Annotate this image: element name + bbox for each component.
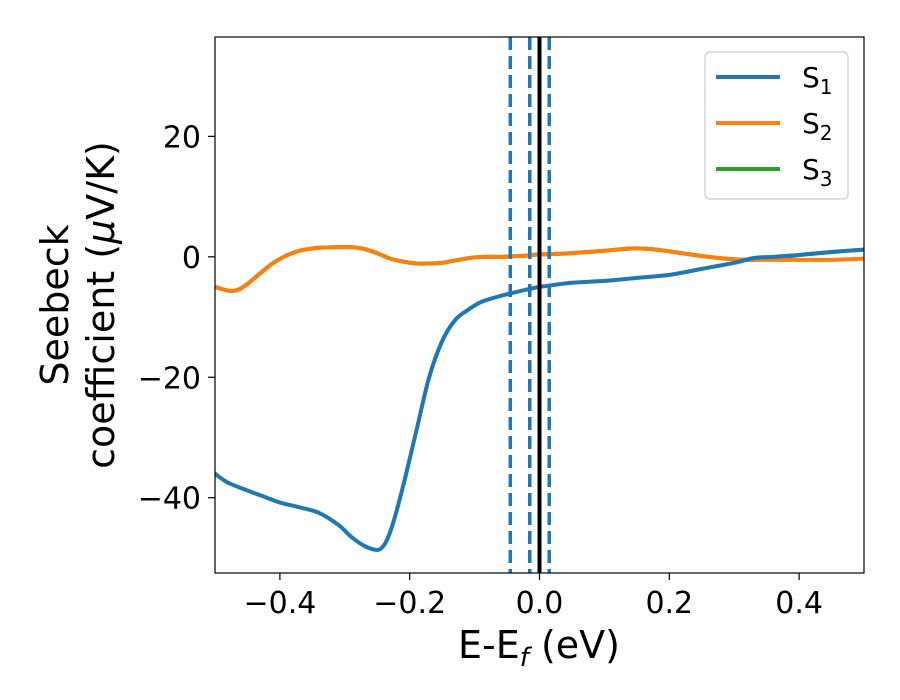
x-tick-label: −0.2 (373, 586, 446, 621)
y-axis-ticks: −40 −20 0 20 (138, 120, 215, 517)
legend-label-s1: S1 (802, 61, 833, 99)
y-axis-label-line1: Seebeck (33, 224, 77, 385)
series-lines (215, 245, 864, 552)
y-tick-label: −20 (138, 361, 201, 396)
legend-label-s3: S3 (802, 153, 833, 191)
y-tick-label: −40 (138, 482, 201, 517)
x-tick-label: 0.4 (775, 586, 823, 621)
x-tick-label: −0.4 (243, 586, 316, 621)
series-line-s2 (215, 245, 864, 293)
x-tick-label: 0.2 (645, 586, 693, 621)
legend-label-s2: S2 (802, 107, 833, 145)
y-axis-label-line2: coefficient (μV/K) (79, 141, 123, 469)
y-tick-label: 20 (163, 120, 201, 155)
y-tick-label: 0 (182, 241, 201, 276)
x-tick-label: 0.0 (516, 586, 564, 621)
series-line-s1 (215, 247, 864, 552)
legend: S1 S2 S3 (704, 51, 849, 200)
reference-lines (508, 37, 551, 573)
y-axis-label: Seebeck coefficient (μV/K) (33, 141, 123, 469)
legend-box (704, 51, 849, 200)
x-axis-label: E-Ef (eV) (458, 623, 620, 673)
x-axis-ticks: −0.4 −0.2 0.0 0.2 0.4 (243, 573, 823, 621)
